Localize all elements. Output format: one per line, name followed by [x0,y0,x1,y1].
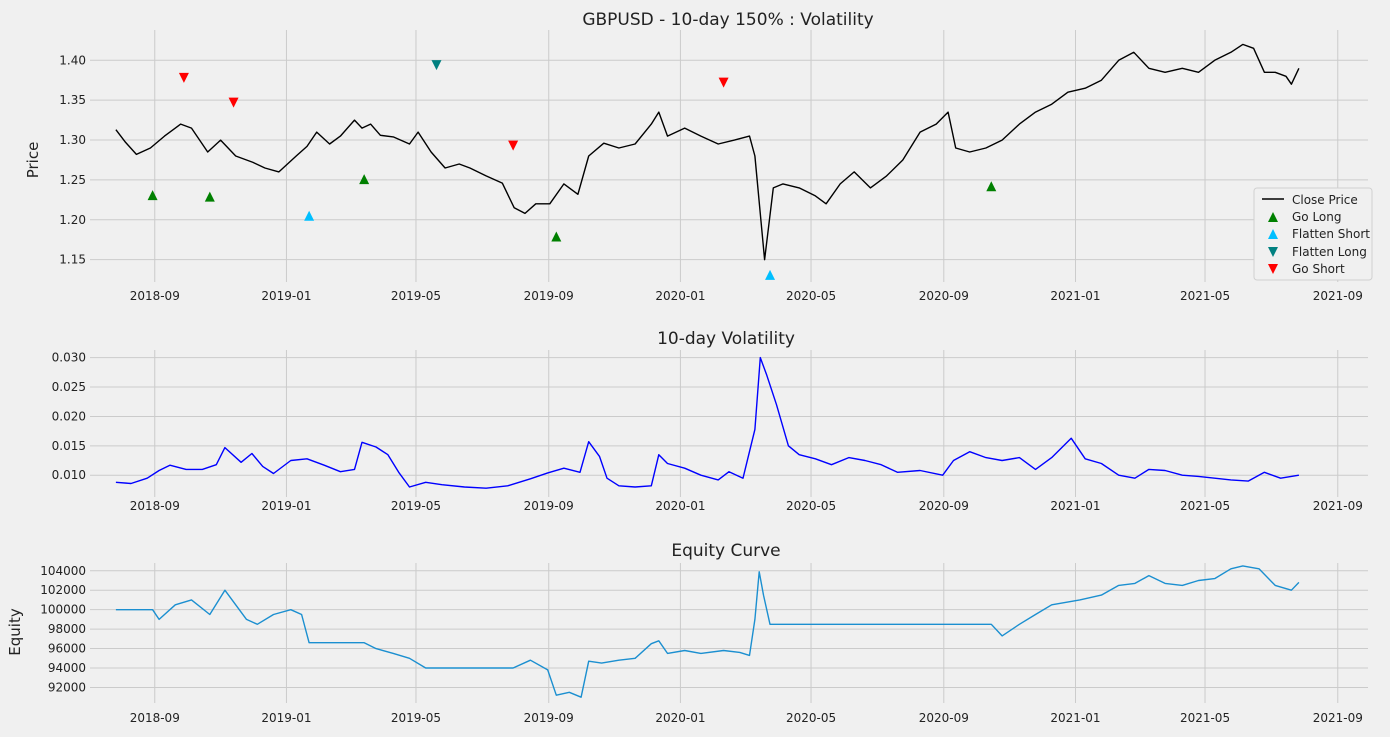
equity-y-axis-label: Equity [6,608,24,656]
x-tick-label: 2021-01 [1050,499,1100,513]
volatility-chart-title: 10-day Volatility [657,329,795,349]
go-long-marker [147,190,158,201]
y-tick-label: 0.010 [52,468,86,482]
x-tick-label: 2020-01 [655,499,705,513]
x-tick-label: 2021-01 [1050,711,1100,725]
price-grid [90,30,1368,282]
legend-label-flatten-long: Flatten Long [1292,245,1367,259]
legend-marker-go-short [1268,264,1278,274]
x-tick-label: 2020-05 [786,711,836,725]
x-tick-label: 2019-01 [261,289,311,303]
price-series [115,43,1300,261]
price-chart-panel: GBPUSD - 10-day 150% : Volatility Price … [24,10,1373,303]
y-tick-label: 0.020 [52,409,86,423]
volatility-x-tick-labels: 2018-09 2019-01 2019-05 2019-09 2020-01 2020-… [130,499,1363,513]
legend-marker-flatten-long [1268,247,1278,257]
y-tick-label: 1.15 [59,253,86,267]
y-tick-label: 1.20 [59,213,86,227]
go-long-marker [986,181,997,192]
x-tick-label: 2019-09 [524,499,574,513]
legend-label-go-long: Go Long [1292,210,1342,224]
price-y-tick-labels: 1.15 1.20 1.25 1.30 1.35 1.40 [59,53,86,266]
y-tick-label: 96000 [48,642,86,656]
go-long-marker [551,231,562,242]
volatility-y-tick-labels: 0.010 0.015 0.020 0.025 0.030 [52,351,86,483]
legend-marker-go-long [1268,212,1278,222]
data-line [115,356,1300,489]
x-tick-label: 2021-09 [1313,711,1363,725]
x-tick-label: 2018-09 [130,499,180,513]
price-x-tick-labels: 2018-09 2019-01 2019-05 2019-09 2020-01 2020-… [130,289,1363,303]
go-short-marker [178,72,189,83]
equity-x-tick-labels: 2018-09 2019-01 2019-05 2019-09 2020-01 2020-… [130,711,1363,725]
equity-chart-panel: Equity Curve Equity 2018-09 2019-01 2019-0… [6,541,1368,725]
volatility-grid [90,350,1368,497]
x-tick-label: 2020-01 [655,711,705,725]
x-tick-label: 2019-01 [261,499,311,513]
x-tick-label: 2020-01 [655,289,705,303]
y-tick-label: 1.35 [59,93,86,107]
price-legend: Close Price Go Long Flatten Short Flatte… [1253,187,1373,281]
x-tick-label: 2021-05 [1180,289,1230,303]
x-tick-label: 2021-09 [1313,499,1363,513]
x-tick-label: 2020-09 [919,289,969,303]
legend-box [1253,187,1373,281]
y-tick-label: 1.40 [59,53,86,67]
signal-markers [147,60,997,280]
y-tick-label: 0.015 [52,439,86,453]
go-long-marker [204,191,215,202]
x-tick-label: 2019-09 [524,289,574,303]
x-tick-label: 2019-09 [524,711,574,725]
x-tick-label: 2019-05 [391,711,441,725]
close-price-line [115,43,1300,261]
y-tick-label: 0.025 [52,380,86,394]
y-tick-label: 1.25 [59,173,86,187]
legend-label-go-short: Go Short [1292,262,1345,276]
equity-y-tick-labels: 92000 94000 96000 98000 100000 102000 104000 [40,564,86,695]
equity-chart-title: Equity Curve [671,541,780,561]
y-tick-label: 92000 [48,680,86,694]
x-tick-label: 2019-05 [391,289,441,303]
x-tick-label: 2021-01 [1050,289,1100,303]
x-tick-label: 2021-05 [1180,499,1230,513]
data-line [115,565,1300,698]
go-long-marker [359,174,370,185]
y-tick-label: 102000 [40,583,86,597]
x-tick-label: 2018-09 [130,711,180,725]
legend-marker-flatten-short [1268,229,1278,239]
x-tick-label: 2020-09 [919,711,969,725]
equity-grid [90,563,1368,703]
volatility-chart-panel: 10-day Volatility 2018-09 2019-01 2019-05 2… [52,329,1368,513]
flatten-short-marker [304,210,315,221]
y-tick-label: 98000 [48,622,86,636]
price-y-axis-label: Price [24,142,42,179]
y-tick-label: 100000 [40,603,86,617]
y-tick-label: 1.30 [59,133,86,147]
price-chart-title: GBPUSD - 10-day 150% : Volatility [582,10,873,30]
x-tick-label: 2020-09 [919,499,969,513]
volatility-series [115,356,1300,489]
y-tick-label: 94000 [48,661,86,675]
go-short-marker [508,140,519,151]
flatten-short-marker [765,269,776,280]
flatten-long-marker [431,60,442,71]
x-tick-label: 2018-09 [130,289,180,303]
equity-series [115,565,1300,698]
x-tick-label: 2019-05 [391,499,441,513]
go-short-marker [718,77,729,88]
x-tick-label: 2019-01 [261,711,311,725]
go-short-marker [228,97,239,108]
legend-label-close-price: Close Price [1292,193,1358,207]
x-tick-label: 2021-09 [1313,289,1363,303]
x-tick-label: 2020-05 [786,289,836,303]
x-tick-label: 2021-05 [1180,711,1230,725]
y-tick-label: 0.030 [52,351,86,365]
y-tick-label: 104000 [40,564,86,578]
x-tick-label: 2020-05 [786,499,836,513]
legend-label-flatten-short: Flatten Short [1292,227,1370,241]
